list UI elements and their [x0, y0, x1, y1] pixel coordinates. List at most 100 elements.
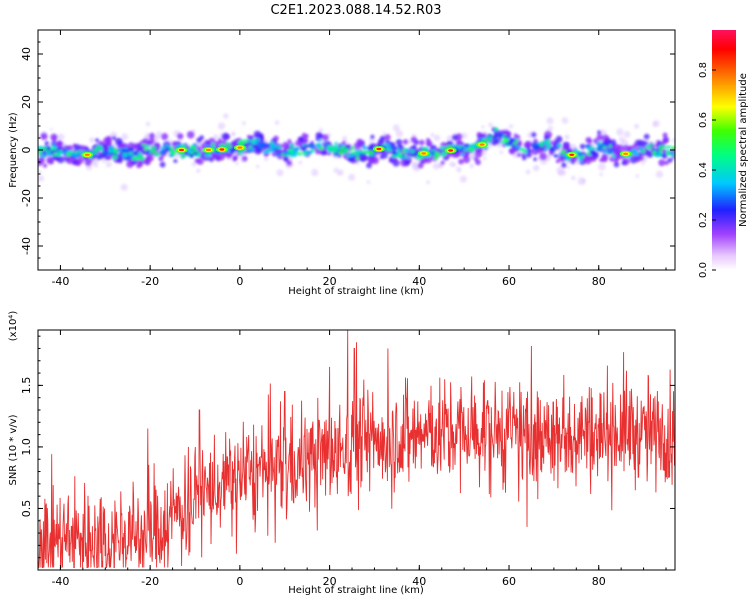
- spectrogram-band-blob: [402, 139, 409, 145]
- spectrogram-band-blob: [65, 156, 74, 165]
- spectrogram-band-blob: [137, 161, 144, 168]
- spectrogram-core-blob: [387, 144, 392, 150]
- spectrogram-core-blob: [108, 146, 113, 149]
- spectrogram-core-blob: [211, 145, 215, 149]
- spectrogram-band-blob: [217, 138, 222, 143]
- spectrogram-band-blob: [42, 163, 48, 168]
- spectrogram-core-blob: [550, 148, 555, 152]
- spectrogram-halo-blob: [392, 124, 400, 132]
- spectrogram-halo-blob: [469, 163, 475, 169]
- spectrogram-band-blob: [444, 154, 450, 160]
- snr-panel: -40 -20 0 20 40 60 80 0.5 1.0 1.5 Height of strai…: [8, 311, 676, 596]
- spectrogram-core-blob: [502, 137, 510, 143]
- spectrogram-band-blob: [633, 143, 638, 148]
- spectrogram-band-blob: [609, 139, 617, 147]
- spectrogram-band-blob: [158, 155, 164, 162]
- spectrogram-band-blob: [392, 157, 398, 162]
- spectrogram-band-blob: [322, 134, 329, 141]
- spectrogram-core-blob: [287, 148, 294, 153]
- x-tick-label: 0: [236, 575, 243, 588]
- spectrogram-halo-blob: [635, 174, 640, 178]
- spectrogram-core-blob: [410, 149, 415, 154]
- spectrogram-band-blob: [186, 131, 195, 139]
- spectrogram-core-blob: [434, 151, 441, 156]
- spectrogram-band-blob: [476, 132, 482, 137]
- spectrogram-band-blob: [395, 139, 403, 146]
- spectrogram-core-blob: [184, 152, 191, 156]
- spectrogram-halo-blob: [508, 124, 514, 129]
- spectrogram-core-blob: [315, 143, 322, 149]
- spectrogram-halo-blob: [235, 162, 239, 166]
- x-tick-label: 40: [412, 275, 426, 288]
- spectrogram-band-blob: [403, 159, 410, 167]
- x-tick-label: 40: [412, 575, 426, 588]
- y-tick-label: -20: [20, 189, 33, 207]
- peak-inner: [421, 152, 427, 155]
- spectrogram-band-blob: [621, 160, 627, 166]
- spectrogram-halo-blob: [213, 134, 219, 140]
- spectrogram-halo-blob: [348, 173, 356, 181]
- spectrogram-band-blob: [342, 140, 346, 145]
- y-tick-label: 1.0: [20, 438, 33, 456]
- spectrogram-halo-blob: [223, 113, 229, 119]
- spectrogram-core-blob: [602, 142, 607, 146]
- spectrogram-halo-blob: [255, 164, 260, 169]
- spectrogram-band-blob: [639, 155, 644, 161]
- spectrogram-halo-blob: [57, 133, 65, 141]
- spectrogram-halo-blob: [566, 165, 571, 170]
- spectrogram-core-blob: [350, 146, 355, 151]
- spectrogram-core-blob: [658, 145, 665, 150]
- spectrogram-halo-blob: [145, 121, 151, 127]
- spectrogram-core-blob: [237, 151, 242, 155]
- spectrogram-xlabel: Height of straight line (km): [288, 286, 424, 297]
- spectrogram-band-blob: [662, 132, 668, 138]
- spectrogram-core-blob: [112, 154, 118, 160]
- spectrogram-core-blob: [354, 149, 361, 155]
- spectrogram-halo-blob: [623, 131, 631, 138]
- x-tick-label: 20: [323, 575, 337, 588]
- spectrogram-halo-blob: [456, 166, 462, 173]
- spectrogram-core-blob: [391, 147, 398, 151]
- spectrogram-core-blob: [359, 152, 366, 156]
- spectrogram-halo-blob: [598, 163, 606, 171]
- spectrogram-band-blob: [525, 151, 532, 158]
- spectrogram-core-blob: [328, 147, 333, 153]
- spectrogram-band-blob: [148, 132, 156, 139]
- spectrogram-band-blob: [615, 155, 621, 161]
- spectrogram-halo-blob: [426, 180, 430, 185]
- spectrogram-band-blob: [524, 140, 532, 148]
- spectrogram-core-blob: [180, 153, 186, 159]
- x-tick-label: -40: [51, 575, 69, 588]
- spectrogram-halo-blob: [274, 120, 280, 125]
- spectrogram-core-blob: [611, 148, 617, 151]
- spectrogram-band-blob: [359, 154, 367, 162]
- spectrogram-core-blob: [322, 142, 328, 145]
- spectrogram-halo-blob: [263, 156, 269, 162]
- spectrogram-core-blob: [638, 146, 643, 151]
- spectrogram-band-blob: [384, 134, 391, 141]
- spectrogram-peak: [619, 150, 632, 157]
- spectrogram-halo-blob: [571, 175, 576, 181]
- colorbar-tick-label: 0.8: [698, 62, 709, 78]
- spectrogram-halo-blob: [633, 123, 640, 129]
- spectrogram-core-blob: [141, 143, 146, 147]
- spectrogram-halo-blob: [217, 122, 226, 130]
- spectrogram-core-blob: [630, 148, 638, 154]
- spectrogram-band-blob: [597, 130, 602, 135]
- spectrogram-band-blob: [662, 138, 669, 144]
- spectrogram-cloud: [38, 113, 675, 191]
- spectrogram-halo-blob: [499, 150, 504, 155]
- spectrogram-band-blob: [458, 158, 464, 165]
- spectrogram-core-blob: [342, 151, 348, 155]
- spectrogram-halo-blob: [382, 132, 387, 136]
- peak-inner: [623, 152, 629, 155]
- spectrogram-band-blob: [475, 159, 481, 166]
- spectrogram-core-blob: [332, 153, 340, 157]
- spectrogram-band-blob: [658, 159, 666, 167]
- spectrogram-peak: [444, 147, 457, 154]
- spectrogram-core-blob: [117, 148, 123, 152]
- spectrogram-core-blob: [96, 155, 102, 160]
- spectrogram-core-blob: [285, 152, 293, 156]
- spectrogram-band-blob: [126, 160, 134, 168]
- spectrogram-core-blob: [129, 151, 133, 156]
